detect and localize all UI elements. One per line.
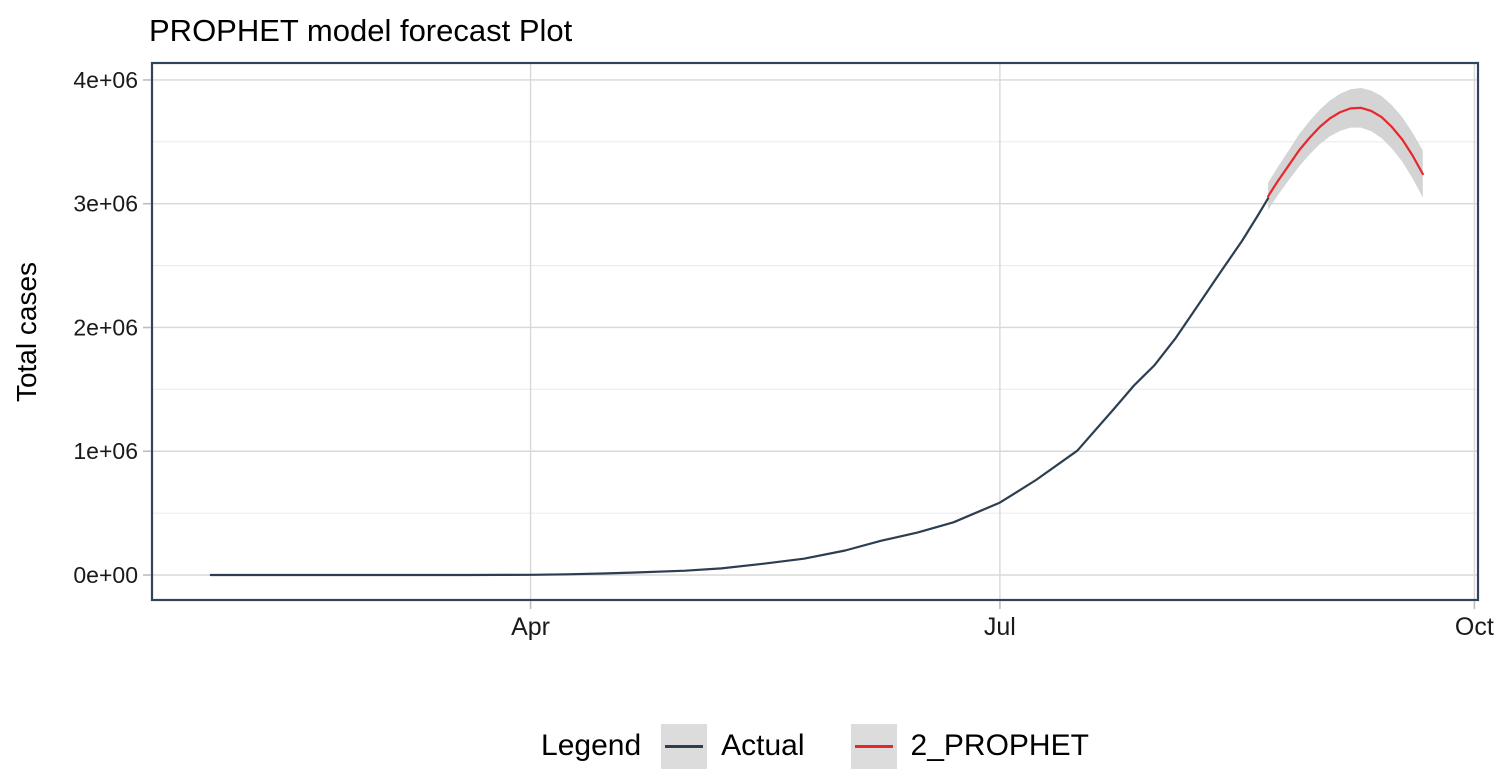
y-tick-label: 3e+06 bbox=[73, 191, 138, 217]
x-tick-label: Jul bbox=[984, 613, 1016, 641]
legend-key-actual bbox=[661, 723, 708, 769]
legend-label-actual: Actual bbox=[721, 729, 805, 762]
prophet-line-swatch bbox=[854, 744, 893, 748]
x-tick-label: Apr bbox=[511, 613, 550, 641]
forecast-series-line bbox=[1267, 106, 1424, 198]
legend-key-prophet bbox=[850, 723, 897, 769]
y-tick-label: 1e+06 bbox=[73, 438, 138, 464]
chart-title: PROPHET model forecast Plot bbox=[149, 13, 573, 48]
y-tick-label: 2e+06 bbox=[73, 314, 138, 340]
legend-title: Legend bbox=[541, 729, 642, 762]
actual-line-swatch bbox=[665, 744, 704, 748]
x-tick-label: Oct bbox=[1455, 613, 1494, 641]
legend-label-prophet: 2_PROPHET bbox=[910, 729, 1089, 762]
y-tick-label: 4e+06 bbox=[73, 67, 138, 93]
actual-series-line bbox=[209, 197, 1270, 577]
legend: Legend Actual 2_PROPHET bbox=[152, 719, 1478, 773]
legend-item-actual: Actual bbox=[661, 723, 805, 769]
confidence-band bbox=[1268, 88, 1423, 210]
legend-item-prophet: 2_PROPHET bbox=[850, 723, 1089, 769]
panel-border bbox=[150, 61, 1480, 602]
y-tick-label: 0e+00 bbox=[73, 562, 138, 588]
